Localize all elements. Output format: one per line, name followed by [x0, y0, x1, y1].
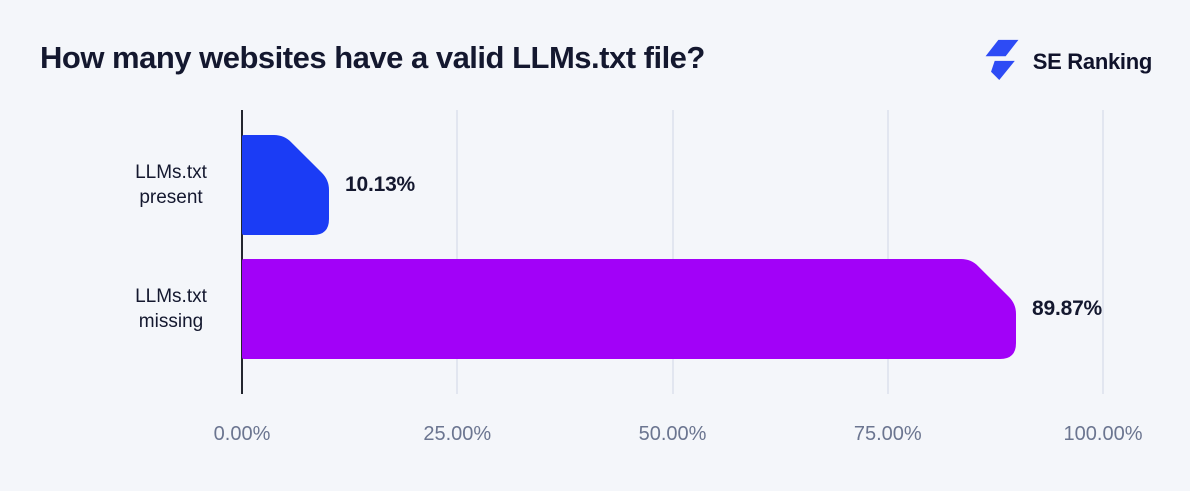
- bar-llms-missing: [242, 259, 1016, 359]
- bar-row-llms-present: LLMs.txt present 10.13%: [0, 135, 1190, 235]
- bar-llms-present: [242, 135, 329, 235]
- gridline: [1102, 110, 1104, 394]
- category-label-llms-missing: LLMs.txt missing: [135, 286, 207, 332]
- x-tick-label: 50.00%: [638, 423, 707, 445]
- value-label-llms-missing: 89.87%: [1032, 297, 1103, 320]
- plot-area: [242, 110, 1104, 394]
- gridline: [671, 110, 674, 394]
- category-label-llms-present: LLMs.txt present: [135, 162, 207, 208]
- gridline: [886, 110, 889, 394]
- lightning-bolt-icon: [981, 36, 1023, 87]
- brand-name: SE Ranking: [1032, 48, 1153, 74]
- x-axis-ticks: 0.00% 25.00% 50.00% 75.00% 100.00%: [214, 410, 1143, 450]
- x-tick-label: 75.00%: [853, 423, 922, 445]
- brand-logo: SE Ranking: [981, 36, 1152, 87]
- x-tick-label: 0.00%: [213, 423, 271, 445]
- x-tick-label: 25.00%: [423, 423, 492, 445]
- bar-row-llms-missing: LLMs.txt missing 89.87%: [0, 259, 1190, 359]
- value-label-llms-present: 10.13%: [345, 173, 416, 196]
- y-axis-line: [241, 110, 243, 394]
- gridline: [456, 110, 459, 394]
- x-tick-label: 100.00%: [1063, 423, 1143, 445]
- page-title: How many websites have a valid LLMs.txt …: [40, 40, 705, 75]
